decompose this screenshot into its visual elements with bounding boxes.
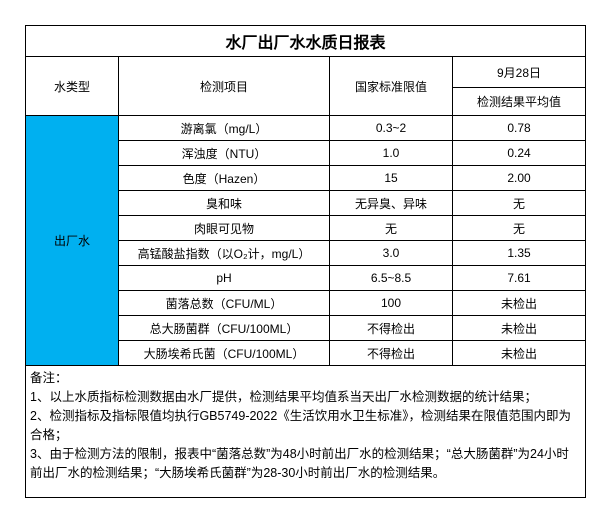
notes-cell: 备注： 1、以上水质指标检测数据由水厂提供，检测结果平均值系当天出厂水检测数据的… bbox=[24, 365, 587, 498]
column-header-standard-limit: 国家标准限值 bbox=[329, 56, 453, 116]
table-row: 出厂水 游离氯（mg/L） 0.3~2 0.78 bbox=[25, 115, 587, 366]
item-cell: 臭和味 bbox=[118, 190, 330, 216]
result-cell: 未检出 bbox=[451, 315, 587, 341]
note-item-2: 2、检测指标及指标限值均执行GB5749-2022《生活饮用水卫生标准》，检测结… bbox=[30, 409, 572, 442]
limit-cell: 100 bbox=[329, 290, 453, 316]
item-cell: 肉眼可见物 bbox=[118, 215, 330, 241]
header-subrow: 检测结果平均值 bbox=[26, 87, 587, 116]
limit-cell: 1.0 bbox=[329, 140, 453, 166]
water-quality-table: 水厂出厂水水质日报表 水类型 检测项目 国家标准限值 9月28日 检测结果平均值… bbox=[24, 25, 587, 498]
column-header-item: 检测项目 bbox=[118, 56, 330, 116]
data-rows: 出厂水 游离氯（mg/L） 0.3~2 0.78 浑浊度（NTU） 1.0 0.24 色度（H… bbox=[25, 115, 587, 366]
table-row: 菌落总数（CFU/ML） 100 未检出 bbox=[26, 290, 587, 316]
result-cell: 0.78 bbox=[451, 115, 587, 141]
table-row: 肉眼可见物无无 bbox=[26, 215, 587, 241]
table-row: pH 6.5~8.5 7.61 bbox=[26, 265, 587, 291]
item-cell: 浑浊度（NTU） bbox=[118, 140, 330, 166]
limit-cell: 无异臭、异味 bbox=[329, 190, 453, 216]
note-item-3: 3、由于检测方法的限制，报表中“菌落总数”为48小时前出厂水的检测结果；“总大肠… bbox=[30, 447, 569, 480]
result-cell: 2.00 bbox=[451, 165, 587, 191]
item-cell: 高锰酸盐指数（以O₂计，mg/L） bbox=[118, 240, 330, 266]
limit-cell: 0.3~2 bbox=[329, 115, 453, 141]
item-cell: 色度（Hazen） bbox=[118, 165, 330, 191]
limit-cell: 不得检出 bbox=[329, 340, 453, 366]
column-header-result-avg: 检测结果平均值 bbox=[451, 87, 587, 116]
limit-cell: 不得检出 bbox=[329, 315, 453, 341]
result-cell: 1.35 bbox=[451, 240, 587, 266]
result-cell: 0.24 bbox=[451, 140, 587, 166]
table-row: 臭和味 无异臭、异味无 bbox=[26, 190, 587, 216]
column-header-water-type: 水类型 bbox=[25, 56, 119, 116]
item-cell: 大肠埃希氏菌（CFU/100ML） bbox=[118, 340, 330, 366]
result-cell: 无 bbox=[451, 190, 587, 216]
table-row: 高锰酸盐指数（以O₂计，mg/L） 3.0 1.35 bbox=[26, 240, 587, 266]
item-cell: 菌落总数（CFU/ML） bbox=[118, 290, 330, 316]
water-type-cell: 出厂水 bbox=[25, 115, 119, 366]
report-date: 9月28日 bbox=[451, 56, 587, 88]
title-row: 水厂出厂水水质日报表 bbox=[24, 25, 587, 57]
notes-row: 备注： 1、以上水质指标检测数据由水厂提供，检测结果平均值系当天出厂水检测数据的… bbox=[24, 365, 587, 498]
result-cell: 无 bbox=[451, 215, 587, 241]
item-cell: 总大肠菌群（CFU/100ML） bbox=[118, 315, 330, 341]
limit-cell: 6.5~8.5 bbox=[329, 265, 453, 291]
notes-label: 备注： bbox=[30, 371, 68, 385]
report-title: 水厂出厂水水质日报表 bbox=[24, 25, 587, 57]
result-cell: 未检出 bbox=[451, 290, 587, 316]
item-cell: 游离氯（mg/L） bbox=[118, 115, 330, 141]
table-row: 浑浊度（NTU） 1.0 0.24 bbox=[26, 140, 587, 166]
limit-cell: 15 bbox=[329, 165, 453, 191]
result-cell: 未检出 bbox=[451, 340, 587, 366]
note-item-1: 1、以上水质指标检测数据由水厂提供，检测结果平均值系当天出厂水检测数据的统计结果… bbox=[30, 390, 537, 404]
result-cell: 7.61 bbox=[451, 265, 587, 291]
table-row: 色度（Hazen） 15 2.00 bbox=[26, 165, 587, 191]
header-row: 水类型 检测项目 国家标准限值 9月28日 bbox=[25, 56, 587, 116]
table-row: 大肠埃希氏菌（CFU/100ML） 不得检出 未检出 bbox=[26, 340, 587, 366]
table-row: 总大肠菌群（CFU/100ML） 不得检出 未检出 bbox=[26, 315, 587, 341]
limit-cell: 无 bbox=[329, 215, 453, 241]
item-cell: pH bbox=[118, 265, 330, 291]
limit-cell: 3.0 bbox=[329, 240, 453, 266]
